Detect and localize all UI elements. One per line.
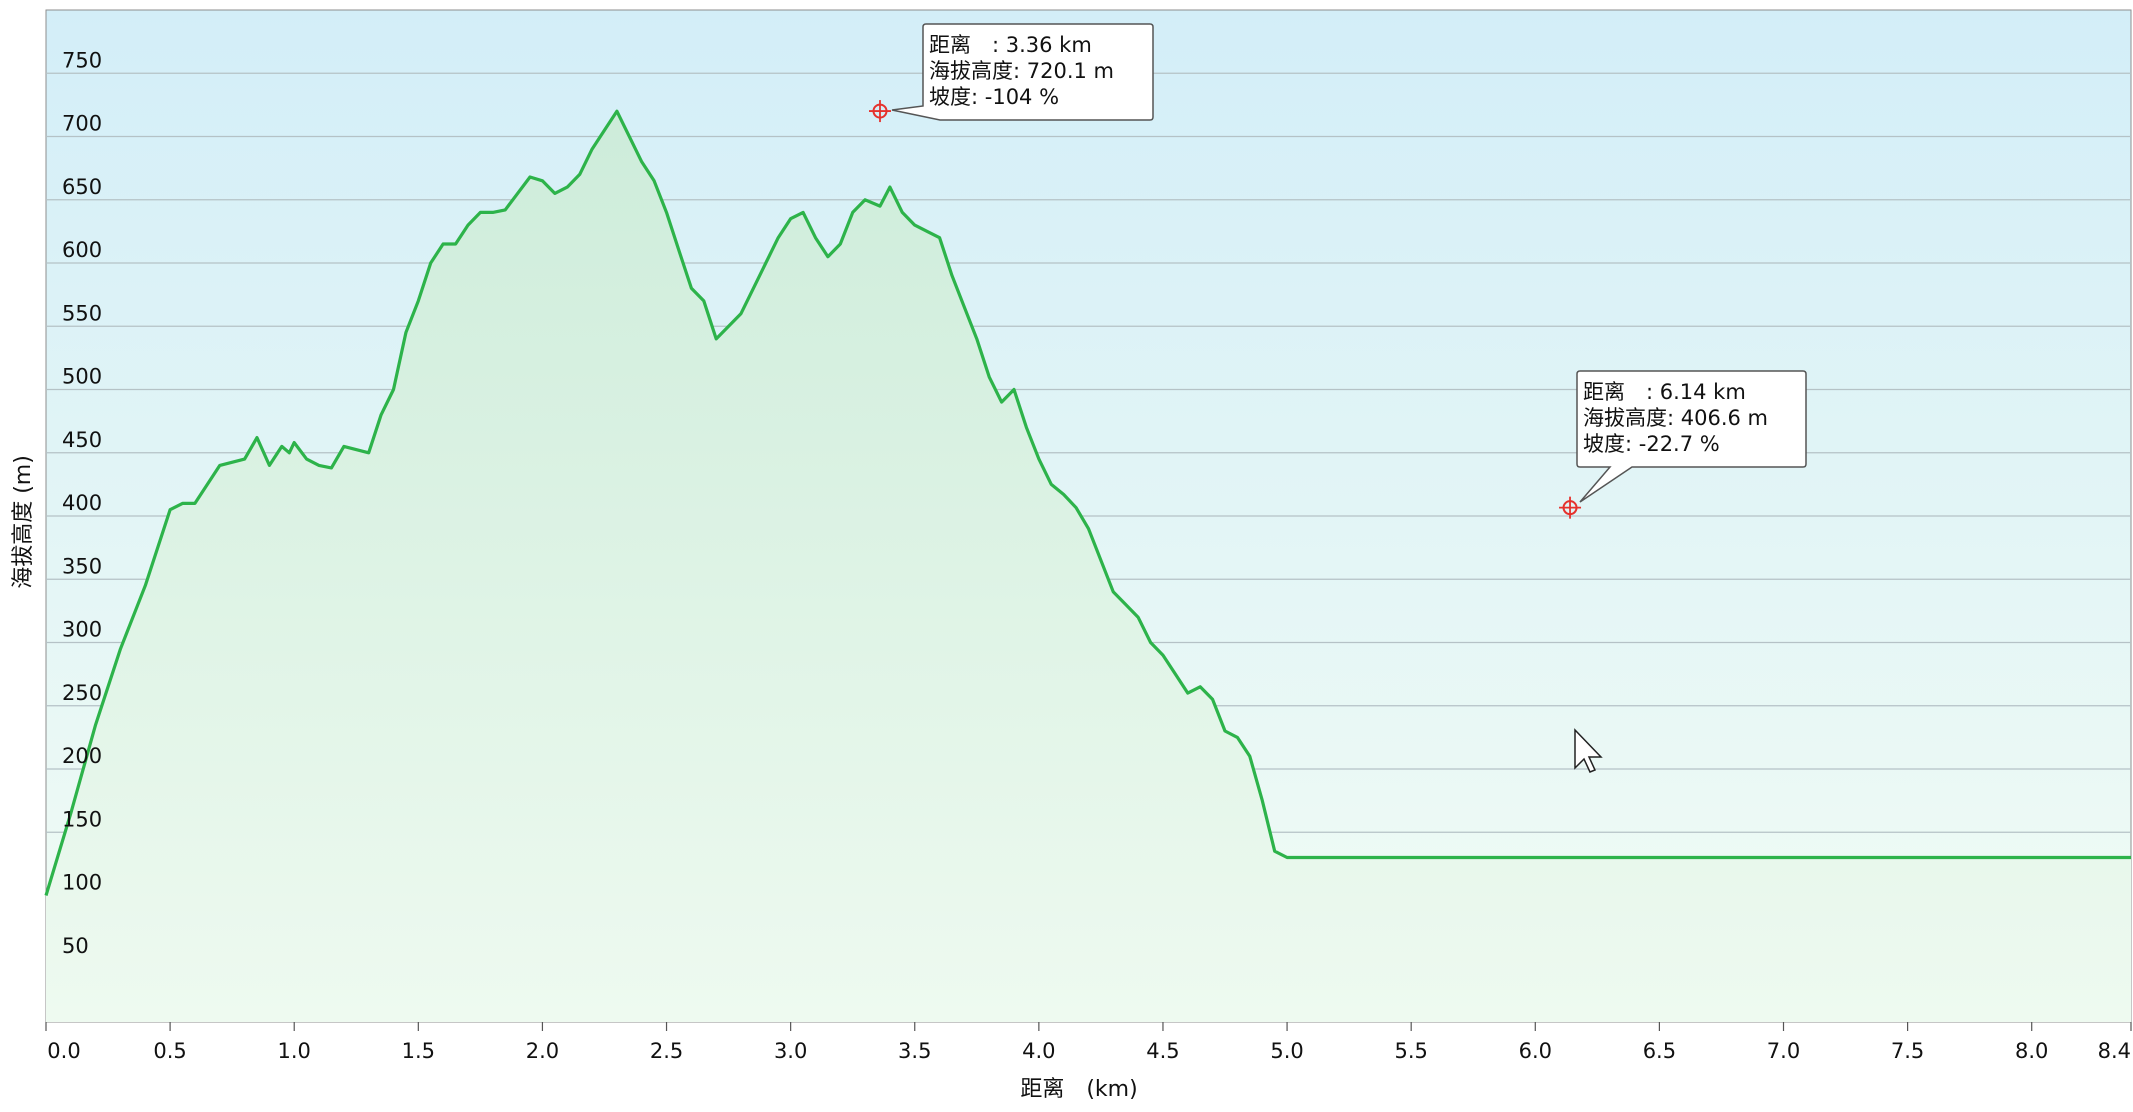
mouse-cursor-icon	[1574, 728, 1603, 773]
y-tick-label: 250	[62, 681, 102, 705]
x-tick-label: 5.0	[1270, 1039, 1303, 1063]
y-tick-label: 500	[62, 365, 102, 389]
y-tick-label: 700	[62, 112, 102, 136]
x-tick-label: 2.0	[526, 1039, 559, 1063]
y-tick-label: 150	[62, 807, 102, 831]
y-tick-label: 300	[62, 618, 102, 642]
y-axis-title: 海拔高度 (m)	[11, 455, 36, 589]
x-tick-label: 3.0	[774, 1039, 807, 1063]
x-tick-label: 7.0	[1767, 1039, 1800, 1063]
x-tick-label: 4.5	[1146, 1039, 1179, 1063]
x-tick-label: 7.5	[1891, 1039, 1924, 1063]
x-tick-label: 3.5	[898, 1039, 931, 1063]
y-tick-label: 650	[62, 175, 102, 199]
x-tick-label: 4.0	[1022, 1039, 1055, 1063]
callout-point-distance: 距离 : 6.14 km	[1583, 380, 1746, 404]
callout-point: 距离 : 6.14 km 海拔高度: 406.6 m 坡度: -22.7 %	[1576, 370, 1807, 503]
x-tick-label: 0.5	[153, 1039, 186, 1063]
y-tick-label: 200	[62, 744, 102, 768]
callout-peak-slope: 坡度: -104 %	[929, 85, 1059, 109]
x-tick-label: 5.5	[1394, 1039, 1427, 1063]
crosshair-marker-icon	[869, 100, 891, 123]
y-tick-label: 450	[62, 428, 102, 452]
x-tick-label: 0.0	[47, 1039, 80, 1063]
elevation-area	[46, 111, 2131, 1022]
y-tick-label: 400	[62, 491, 102, 515]
y-tick-label: 350	[62, 554, 102, 578]
x-tick-label: 2.5	[650, 1039, 683, 1063]
y-tick-label: 550	[62, 301, 102, 325]
x-tick-label: 8.4	[2098, 1039, 2131, 1063]
x-tick-label: 1.0	[278, 1039, 311, 1063]
x-tick-label: 1.5	[402, 1039, 435, 1063]
callout-point-elevation: 海拔高度: 406.6 m	[1583, 406, 1768, 430]
callout-peak-elevation: 海拔高度: 720.1 m	[929, 59, 1114, 83]
y-tick-label: 100	[62, 871, 102, 895]
x-tick-label: 6.0	[1519, 1039, 1552, 1063]
callout-peak-distance: 距离 : 3.36 km	[929, 33, 1092, 57]
x-tick-label: 6.5	[1643, 1039, 1676, 1063]
y-tick-label: 750	[62, 48, 102, 72]
y-tick-label: 600	[62, 238, 102, 262]
x-tick-label: 8.0	[2015, 1039, 2048, 1063]
callout-point-slope: 坡度: -22.7 %	[1583, 432, 1720, 456]
x-axis-title: 距离 (km)	[1020, 1077, 1137, 1102]
crosshair-marker-icon	[1559, 496, 1582, 519]
callout-peak: 距离 : 3.36 km 海拔高度: 720.1 m 坡度: -104 %	[891, 23, 1154, 121]
callout-peak-box	[891, 23, 1154, 121]
callout-point-box	[1576, 370, 1807, 503]
y-tick-label: 50	[62, 934, 89, 958]
elevation-line	[44, 109, 2131, 896]
